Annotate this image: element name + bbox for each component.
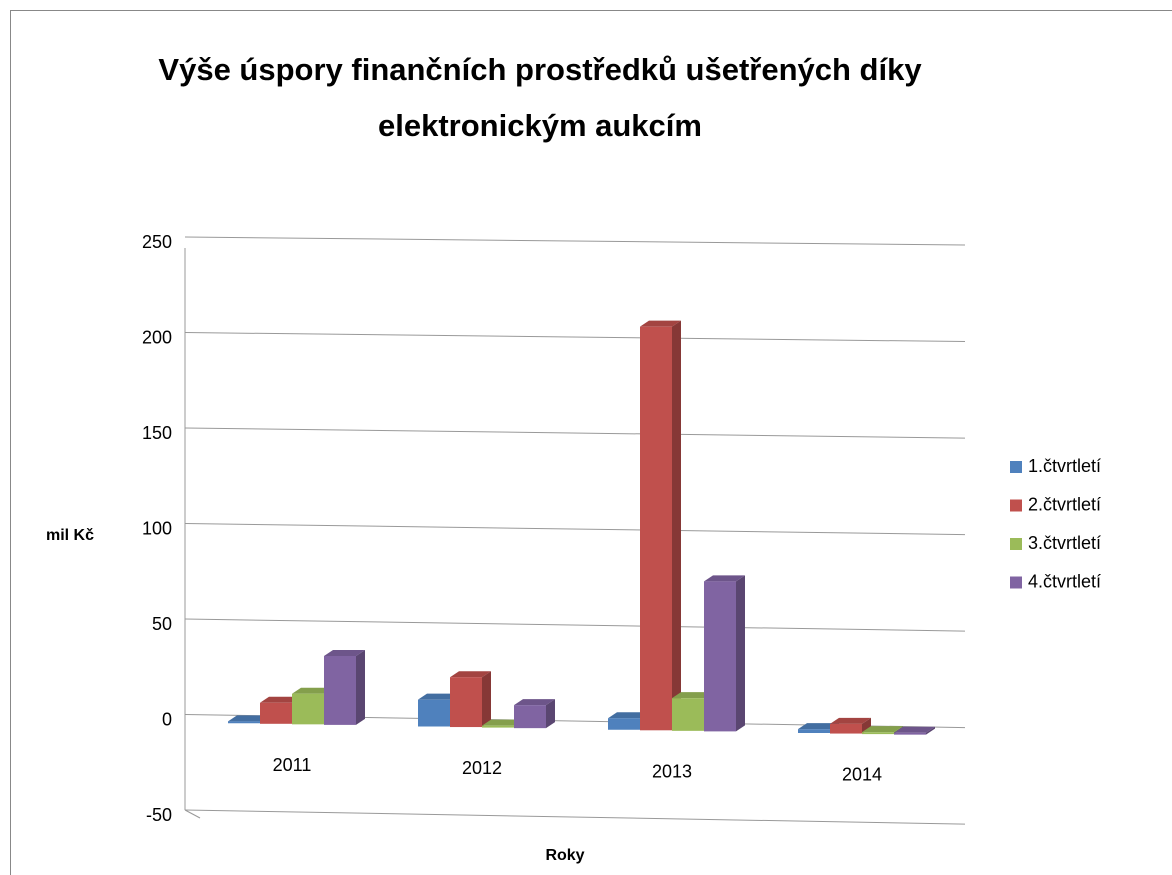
bar-top xyxy=(482,719,523,726)
axis-wall xyxy=(184,809,201,819)
x-tick-label: 2013 xyxy=(652,761,692,781)
bar xyxy=(418,699,450,727)
bar xyxy=(672,698,704,731)
bar-top xyxy=(608,712,649,719)
bar xyxy=(608,718,640,730)
x-tick-label: 2014 xyxy=(842,765,882,785)
bar-top xyxy=(292,687,333,694)
y-tick-label: 100 xyxy=(142,518,172,538)
legend-swatch xyxy=(1010,576,1022,589)
legend-swatch xyxy=(1010,499,1022,512)
bar-top xyxy=(862,726,903,733)
bar-side xyxy=(356,650,365,725)
bar xyxy=(450,677,482,728)
bar-top xyxy=(260,696,301,703)
bar-top xyxy=(228,715,269,722)
bar xyxy=(482,725,514,728)
legend-swatch xyxy=(1010,538,1022,550)
grid-line xyxy=(184,809,966,825)
grid-line xyxy=(184,427,966,439)
bar xyxy=(640,326,672,731)
y-tick-label: -50 xyxy=(146,805,172,825)
bar-side xyxy=(672,320,681,731)
chart-title: Výše úspory finančních prostředků ušetře… xyxy=(158,52,922,143)
bar xyxy=(324,656,356,725)
bar xyxy=(514,705,546,729)
x-axis-label: Roky xyxy=(545,847,584,864)
legend-label: 4.čtvrtletí xyxy=(1028,571,1101,591)
bar-top xyxy=(450,671,491,678)
bar xyxy=(292,693,324,725)
grid-line xyxy=(184,332,966,343)
bar-side xyxy=(482,671,491,728)
y-tick-label: 200 xyxy=(142,327,172,347)
bar-side xyxy=(736,575,745,732)
bar-side xyxy=(926,726,935,735)
bar xyxy=(862,732,894,735)
bar-top xyxy=(514,699,555,706)
x-tick-label: 2012 xyxy=(462,758,502,778)
legend-swatch xyxy=(1010,461,1022,473)
bar xyxy=(228,721,260,724)
x-tick-label: 2011 xyxy=(273,755,312,775)
bar xyxy=(894,732,926,735)
bar xyxy=(830,723,862,734)
bar-top xyxy=(798,723,839,730)
y-tick-label: 150 xyxy=(142,423,172,443)
bar-top xyxy=(830,717,871,724)
bar xyxy=(260,702,292,724)
grid-line xyxy=(184,523,966,536)
grid-line xyxy=(184,236,966,246)
grid-line xyxy=(184,618,966,632)
legend-label: 1.čtvrtletí xyxy=(1028,456,1101,476)
bar-top xyxy=(894,726,935,733)
bar-top xyxy=(640,320,681,327)
bar-side xyxy=(546,699,555,729)
chart-border xyxy=(10,10,1172,875)
y-tick-label: 50 xyxy=(152,614,172,634)
bar xyxy=(704,581,736,732)
y-tick-label: 250 xyxy=(142,232,172,252)
bar-top xyxy=(704,575,745,582)
bar-top xyxy=(418,693,459,700)
bar-top xyxy=(672,692,713,699)
legend-label: 2.čtvrtletí xyxy=(1028,494,1101,514)
y-tick-label: 0 xyxy=(162,709,172,729)
legend-label: 3.čtvrtletí xyxy=(1028,533,1101,553)
y-axis-label: mil Kč xyxy=(46,527,94,544)
bar-side xyxy=(862,717,871,734)
bar-top xyxy=(324,650,365,657)
bar xyxy=(798,729,830,734)
